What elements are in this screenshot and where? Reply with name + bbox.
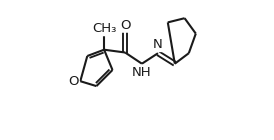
Text: O: O xyxy=(68,75,79,88)
Text: NH: NH xyxy=(132,66,152,79)
Text: O: O xyxy=(120,19,130,32)
Text: N: N xyxy=(153,38,163,51)
Text: CH₃: CH₃ xyxy=(92,22,116,35)
